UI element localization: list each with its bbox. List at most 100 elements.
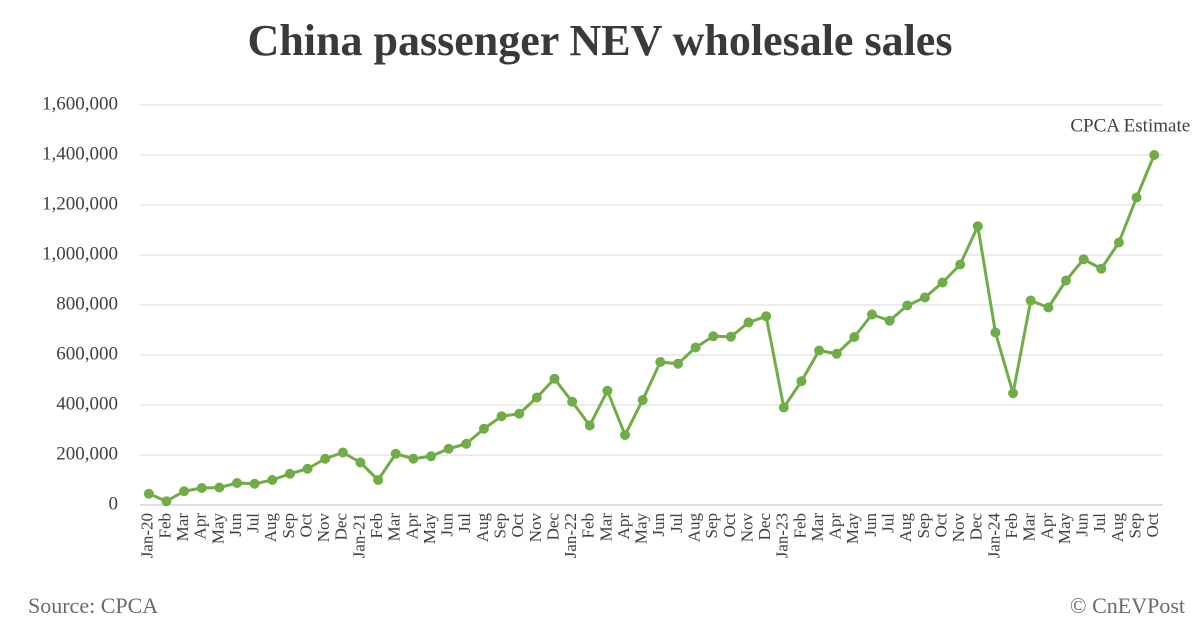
data-point: [196, 483, 207, 493]
data-point: [602, 385, 613, 396]
y-tick-label: 0: [109, 493, 119, 514]
data-point: [1060, 275, 1071, 286]
data-point: [320, 453, 331, 464]
x-tick-label: Oct: [931, 513, 950, 538]
data-point: [655, 357, 666, 367]
x-tick-label: Jan-24: [984, 513, 1003, 559]
x-tick-label: Apr: [191, 513, 210, 540]
x-tick-label: Feb: [367, 513, 386, 539]
data-point: [637, 395, 648, 405]
x-tick-label: Sep: [1125, 513, 1144, 539]
x-tick-label: Apr: [614, 513, 633, 540]
x-tick-label: Jul: [244, 513, 263, 533]
data-point: [831, 348, 842, 359]
data-point: [408, 453, 419, 464]
x-tick-label: Mar: [173, 513, 192, 542]
data-point: [143, 488, 154, 499]
data-point: [866, 309, 877, 320]
data-point: [902, 300, 913, 311]
data-point: [426, 451, 437, 462]
x-tick-label: Jan-21: [349, 513, 368, 558]
data-point: [249, 478, 260, 489]
data-point: [1008, 388, 1019, 399]
x-tick-label: Dec: [967, 513, 986, 541]
y-tick-label: 800,000: [56, 293, 118, 314]
data-point: [1025, 295, 1036, 306]
y-tick-label: 1,600,000: [42, 93, 118, 114]
x-tick-label: Sep: [490, 513, 509, 539]
x-tick-label: Apr: [1037, 513, 1056, 540]
y-tick-label: 1,000,000: [42, 243, 118, 264]
series-line: [148, 154, 1156, 503]
data-point: [179, 486, 190, 497]
x-tick-label: Sep: [702, 513, 721, 539]
x-tick-label: Nov: [314, 513, 333, 543]
data-point: [355, 457, 366, 468]
y-tick-label: 600,000: [56, 343, 118, 364]
data-point: [567, 396, 578, 407]
chart-title: China passenger NEV wholesale sales: [248, 16, 953, 65]
data-point: [531, 392, 542, 403]
data-point: [708, 331, 719, 342]
credit: © CnEVPost: [1070, 593, 1185, 618]
data-point: [972, 221, 983, 232]
data-point: [267, 475, 278, 485]
x-tick-label: Jun: [438, 513, 457, 537]
x-tick-label: Jan-23: [773, 513, 792, 558]
x-tick-label: Jan-22: [561, 513, 580, 558]
data-point: [778, 402, 789, 413]
data-point: [461, 438, 472, 449]
x-tick-label: May: [843, 513, 862, 545]
x-tick-label: Nov: [949, 513, 968, 543]
y-tick-label: 1,200,000: [42, 193, 118, 214]
data-point: [761, 311, 772, 322]
data-point: [1078, 254, 1089, 265]
data-point: [919, 292, 930, 303]
x-tick-label: Dec: [332, 513, 351, 541]
data-point: [584, 420, 595, 431]
x-tick-label: Feb: [579, 513, 598, 539]
source: Source: CPCA: [28, 593, 158, 618]
data-point: [1149, 150, 1160, 160]
data-point: [390, 448, 401, 459]
x-tick-label: Mar: [385, 513, 404, 542]
x-tick-label: Dec: [755, 513, 774, 541]
data-point: [937, 277, 948, 288]
data-point: [814, 345, 825, 356]
data-point: [161, 496, 172, 507]
data-point: [620, 430, 631, 440]
x-tick-label: Jul: [1090, 513, 1109, 533]
x-tick-label: Aug: [261, 513, 280, 543]
x-tick-label: Jun: [226, 513, 245, 537]
data-point: [214, 482, 225, 493]
data-point: [514, 408, 525, 419]
data-point: [549, 373, 560, 384]
x-tick-label: Oct: [1143, 513, 1162, 538]
x-tick-label: Jul: [879, 513, 898, 533]
x-tick-label: Nov: [737, 513, 756, 543]
x-tick-label: Sep: [914, 513, 933, 539]
data-point: [990, 327, 1001, 338]
data-point: [496, 411, 507, 422]
x-tick-label: Oct: [508, 513, 527, 538]
x-tick-label: Oct: [720, 513, 739, 538]
data-point: [725, 331, 736, 342]
x-tick-label: Jan-20: [138, 513, 157, 558]
data-point: [443, 443, 454, 454]
x-tick-label: Jul: [455, 513, 474, 533]
x-tick-label: Jun: [861, 513, 880, 537]
data-point: [796, 376, 807, 387]
data-point: [672, 358, 683, 369]
x-tick-label: Aug: [473, 513, 492, 543]
data-point: [849, 332, 860, 342]
data-point: [1043, 302, 1054, 313]
data-point: [337, 447, 348, 458]
x-tick-label: Feb: [155, 513, 174, 539]
data-point: [1131, 192, 1142, 203]
annotation: CPCA Estimate: [1070, 115, 1190, 136]
x-tick-label: Jun: [1073, 513, 1092, 537]
x-tick-label: Mar: [808, 513, 827, 542]
x-tick-label: Nov: [526, 513, 545, 543]
x-tick-label: Feb: [1002, 513, 1021, 539]
